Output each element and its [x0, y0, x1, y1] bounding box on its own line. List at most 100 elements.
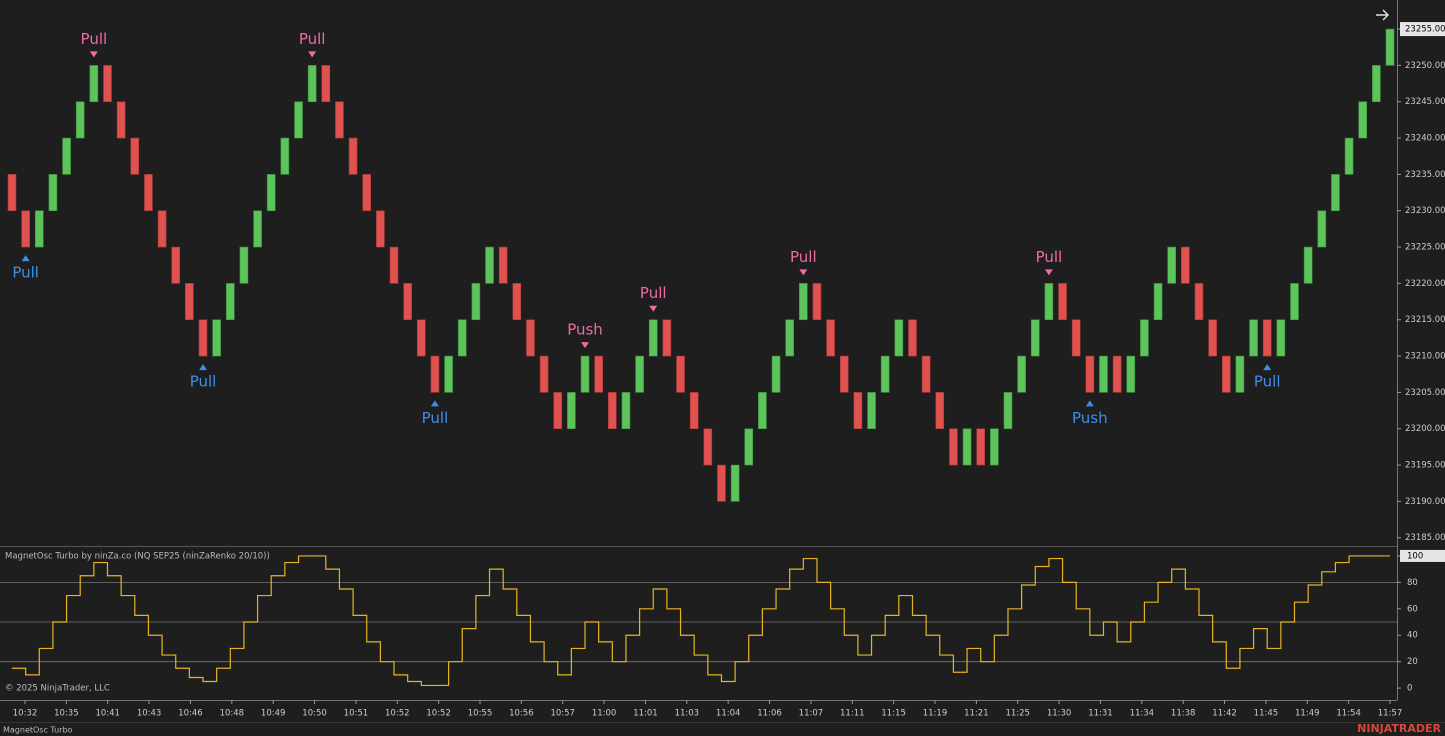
renko-brick — [444, 355, 453, 393]
signal-label: Push — [567, 321, 603, 339]
renko-brick — [853, 392, 863, 430]
renko-brick — [62, 137, 71, 175]
renko-brick — [921, 355, 931, 393]
y-tick-label: 23255.00 — [1405, 25, 1445, 35]
renko-brick — [962, 428, 972, 466]
renko-brick — [621, 392, 631, 430]
renko-brick — [103, 65, 112, 103]
renko-brick — [553, 392, 563, 430]
renko-brick — [1331, 174, 1340, 212]
renko-brick — [417, 319, 426, 357]
renko-brick — [1071, 319, 1081, 357]
x-tick-label: 11:06 — [757, 709, 782, 719]
renko-brick — [717, 464, 726, 502]
renko-brick — [976, 428, 985, 466]
renko-brick — [157, 210, 167, 248]
y-tick-label: 23240.00 — [1405, 134, 1445, 144]
renko-brick — [771, 355, 781, 393]
x-tick-label: 10:46 — [178, 709, 203, 719]
renko-brick — [785, 319, 794, 357]
y-tick-label: 23225.00 — [1405, 243, 1445, 253]
renko-brick — [676, 355, 685, 393]
indicator-tab[interactable]: MagnetOsc Turbo — [3, 726, 73, 735]
renko-brick — [144, 174, 153, 212]
signal-label: Pull — [1254, 373, 1281, 391]
renko-brick — [1058, 283, 1067, 321]
renko-brick — [1167, 246, 1177, 284]
renko-brick — [280, 137, 290, 175]
renko-brick — [21, 210, 30, 248]
y-tick-label: 23220.00 — [1405, 279, 1445, 289]
renko-brick — [1317, 210, 1327, 248]
x-tick-label: 11:07 — [799, 709, 824, 719]
renko-brick — [185, 283, 194, 321]
x-tick-label: 11:31 — [1088, 709, 1113, 719]
renko-brick — [48, 174, 58, 212]
renko-brick — [990, 428, 999, 466]
x-tick-label: 11:45 — [1254, 709, 1279, 719]
renko-brick — [389, 246, 399, 284]
x-tick-label: 10:35 — [54, 709, 79, 719]
x-tick-label: 11:00 — [592, 709, 617, 719]
x-tick-label: 11:19 — [923, 709, 948, 719]
signal-label: Push — [1072, 409, 1108, 427]
y-tick-label: 23250.00 — [1405, 61, 1445, 71]
x-tick-label: 10:57 — [550, 709, 575, 719]
renko-brick — [1140, 319, 1149, 357]
x-tick-label: 10:55 — [468, 709, 493, 719]
renko-brick — [512, 283, 522, 321]
renko-brick — [594, 355, 603, 393]
signal-label: Pull — [640, 284, 667, 302]
renko-brick — [1235, 355, 1245, 393]
renko-brick — [1262, 319, 1272, 357]
renko-brick — [266, 174, 276, 212]
signal-label: Pull — [299, 30, 326, 48]
renko-brick — [539, 355, 549, 393]
renko-brick — [1153, 283, 1163, 321]
renko-brick — [376, 210, 385, 248]
renko-brick — [403, 283, 412, 321]
renko-brick — [635, 355, 644, 393]
renko-brick — [498, 246, 508, 284]
renko-brick — [703, 428, 713, 466]
scroll-arrow[interactable] — [1376, 9, 1390, 21]
renko-brick — [826, 319, 835, 357]
renko-brick — [894, 319, 904, 357]
x-tick-label: 11:30 — [1047, 709, 1072, 719]
y-tick-label: 80 — [1407, 578, 1418, 588]
renko-brick — [1126, 355, 1136, 393]
x-tick-label: 11:49 — [1295, 709, 1320, 719]
signal-marker — [308, 51, 317, 58]
renko-brick — [239, 246, 249, 284]
y-tick-label: 23190.00 — [1405, 497, 1445, 507]
renko-brick — [1344, 137, 1354, 175]
copyright: © 2025 NinjaTrader, LLC — [5, 684, 110, 694]
y-tick-label: 40 — [1407, 631, 1418, 641]
signal-marker — [581, 342, 590, 349]
x-tick-label: 11:38 — [1171, 709, 1196, 719]
renko-brick — [171, 246, 181, 284]
signal-label: Pull — [422, 409, 449, 427]
x-tick-label: 10:48 — [220, 709, 245, 719]
renko-brick — [1303, 246, 1313, 284]
renko-brick — [307, 65, 317, 103]
renko-brick — [662, 319, 672, 357]
x-tick-label: 10:43 — [137, 709, 162, 719]
signal-label: Pull — [790, 248, 817, 266]
x-tick-label: 10:49 — [261, 709, 286, 719]
signal-marker — [1263, 364, 1272, 371]
renko-brick — [225, 283, 235, 321]
y-tick-label: 23230.00 — [1405, 206, 1445, 216]
x-tick-label: 11:03 — [675, 709, 700, 719]
renko-brick — [908, 319, 917, 357]
x-tick-label: 10:52 — [426, 709, 451, 719]
renko-brick — [430, 355, 440, 393]
renko-brick — [212, 319, 221, 357]
signal-label: Pull — [81, 30, 108, 48]
y-tick-label: 23210.00 — [1405, 352, 1445, 362]
y-tick-label: 23200.00 — [1405, 424, 1445, 434]
renko-brick — [880, 355, 890, 393]
renko-brick — [935, 392, 945, 430]
y-tick-label: 23195.00 — [1405, 461, 1445, 471]
